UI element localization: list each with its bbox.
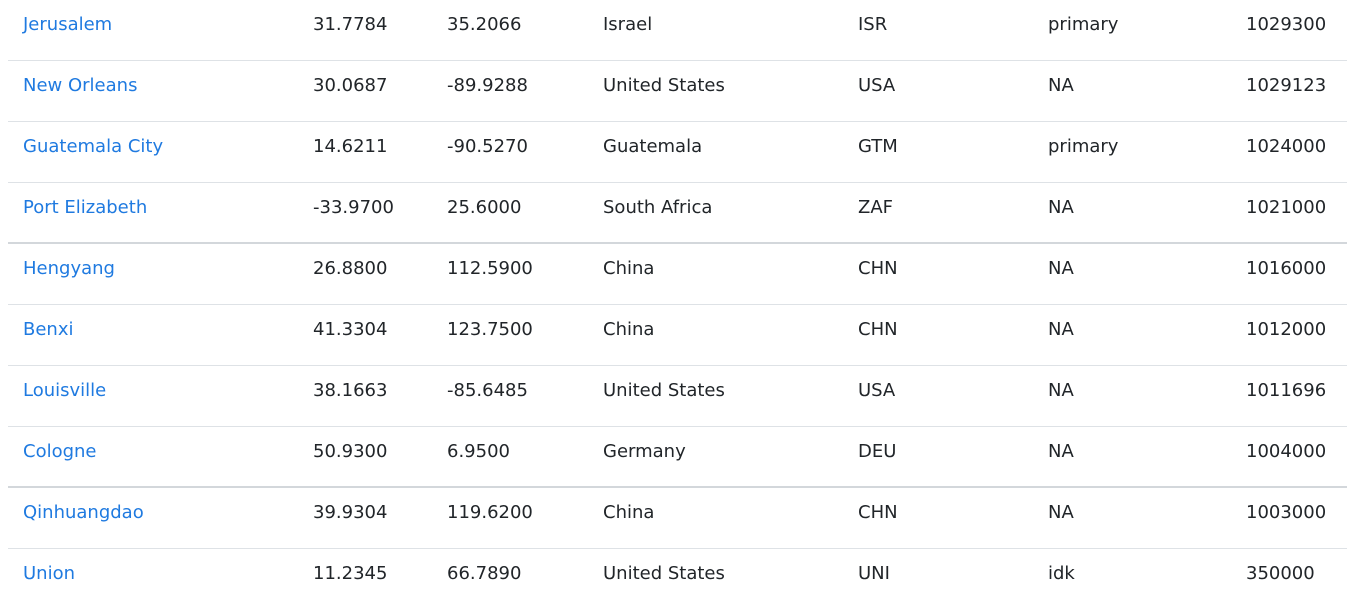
iso3-cell: ZAF xyxy=(858,197,893,218)
latitude-cell: 31.7784 xyxy=(313,14,388,35)
iso3-cell: GTM xyxy=(858,136,898,157)
capital-cell: NA xyxy=(1048,441,1074,462)
longitude-cell: 66.7890 xyxy=(447,563,522,584)
population-cell: 1004000 xyxy=(1246,441,1327,462)
iso3-cell: DEU xyxy=(858,441,897,462)
population-cell: 1029300 xyxy=(1246,14,1327,35)
iso3-cell: USA xyxy=(858,380,896,401)
city-link[interactable]: Guatemala City xyxy=(23,136,164,157)
table-row: Hengyang 26.8800 112.5900 China CHN NA 1… xyxy=(8,244,1347,305)
capital-cell: NA xyxy=(1048,258,1074,279)
latitude-cell: 14.6211 xyxy=(313,136,388,157)
city-link[interactable]: Qinhuangdao xyxy=(23,502,144,523)
iso3-cell: CHN xyxy=(858,319,898,340)
table-row: Benxi 41.3304 123.7500 China CHN NA 1012… xyxy=(8,305,1347,366)
population-cell: 1021000 xyxy=(1246,197,1327,218)
iso3-cell: CHN xyxy=(858,502,898,523)
table-row: Cologne 50.9300 6.9500 Germany DEU NA 10… xyxy=(8,427,1347,488)
capital-cell: idk xyxy=(1048,563,1075,584)
capital-cell: NA xyxy=(1048,380,1074,401)
country-cell: United States xyxy=(603,75,725,96)
population-cell: 1024000 xyxy=(1246,136,1327,157)
longitude-cell: 112.5900 xyxy=(447,258,533,279)
country-cell: China xyxy=(603,319,655,340)
country-cell: Germany xyxy=(603,441,686,462)
city-link[interactable]: Louisville xyxy=(23,380,107,401)
table-row: Jerusalem 31.7784 35.2066 Israel ISR pri… xyxy=(8,0,1347,61)
capital-cell: primary xyxy=(1048,14,1119,35)
population-cell: 1029123 xyxy=(1246,75,1327,96)
table-row: Louisville 38.1663 -85.6485 United State… xyxy=(8,366,1347,427)
latitude-cell: 26.8800 xyxy=(313,258,388,279)
population-cell: 1016000 xyxy=(1246,258,1327,279)
latitude-cell: 30.0687 xyxy=(313,75,388,96)
longitude-cell: 25.6000 xyxy=(447,197,522,218)
latitude-cell: 38.1663 xyxy=(313,380,388,401)
iso3-cell: UNI xyxy=(858,563,890,584)
city-link[interactable]: Jerusalem xyxy=(23,14,113,35)
country-cell: Guatemala xyxy=(603,136,703,157)
longitude-cell: 119.6200 xyxy=(447,502,533,523)
city-link[interactable]: Hengyang xyxy=(23,258,115,279)
population-cell: 1003000 xyxy=(1246,502,1327,523)
cities-table: Jerusalem 31.7784 35.2066 Israel ISR pri… xyxy=(8,0,1347,610)
capital-cell: NA xyxy=(1048,75,1074,96)
population-cell: 1011696 xyxy=(1246,380,1327,401)
city-link[interactable]: Union xyxy=(23,563,76,584)
table-row: Port Elizabeth -33.9700 25.6000 South Af… xyxy=(8,183,1347,244)
country-cell: United States xyxy=(603,563,725,584)
latitude-cell: 41.3304 xyxy=(313,319,388,340)
table-row: New Orleans 30.0687 -89.9288 United Stat… xyxy=(8,61,1347,122)
city-link[interactable]: New Orleans xyxy=(23,75,138,96)
table-row: Qinhuangdao 39.9304 119.6200 China CHN N… xyxy=(8,488,1347,549)
longitude-cell: 35.2066 xyxy=(447,14,522,35)
country-cell: South Africa xyxy=(603,197,713,218)
latitude-cell: -33.9700 xyxy=(313,197,394,218)
iso3-cell: USA xyxy=(858,75,896,96)
longitude-cell: -85.6485 xyxy=(447,380,528,401)
city-link[interactable]: Port Elizabeth xyxy=(23,197,148,218)
iso3-cell: CHN xyxy=(858,258,898,279)
capital-cell: NA xyxy=(1048,319,1074,340)
longitude-cell: -90.5270 xyxy=(447,136,528,157)
longitude-cell: 6.9500 xyxy=(447,441,510,462)
city-link[interactable]: Cologne xyxy=(23,441,97,462)
capital-cell: NA xyxy=(1048,502,1074,523)
country-cell: China xyxy=(603,502,655,523)
latitude-cell: 11.2345 xyxy=(313,563,388,584)
capital-cell: NA xyxy=(1048,197,1074,218)
longitude-cell: 123.7500 xyxy=(447,319,533,340)
country-cell: United States xyxy=(603,380,725,401)
iso3-cell: ISR xyxy=(858,14,888,35)
latitude-cell: 39.9304 xyxy=(313,502,388,523)
city-link[interactable]: Benxi xyxy=(23,319,74,340)
population-cell: 1012000 xyxy=(1246,319,1327,340)
country-cell: China xyxy=(603,258,655,279)
capital-cell: primary xyxy=(1048,136,1119,157)
latitude-cell: 50.9300 xyxy=(313,441,388,462)
longitude-cell: -89.9288 xyxy=(447,75,528,96)
table-row: Union 11.2345 66.7890 United States UNI … xyxy=(8,549,1347,610)
table-row: Guatemala City 14.6211 -90.5270 Guatemal… xyxy=(8,122,1347,183)
population-cell: 350000 xyxy=(1246,563,1315,584)
country-cell: Israel xyxy=(603,14,653,35)
